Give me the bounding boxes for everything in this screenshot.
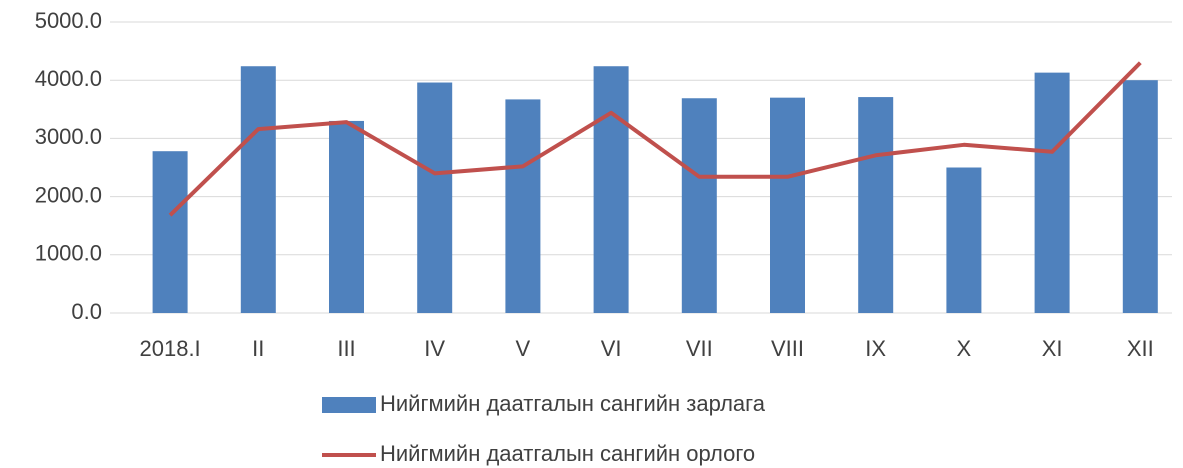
y-tick-label: 1000.0 bbox=[35, 241, 102, 266]
x-tick-label: III bbox=[337, 336, 355, 361]
bar bbox=[152, 151, 188, 313]
bar bbox=[505, 99, 541, 313]
x-tick-label: VIII bbox=[771, 336, 804, 361]
bar bbox=[593, 66, 629, 314]
bar bbox=[240, 66, 276, 314]
x-tick-label: XII bbox=[1127, 336, 1154, 361]
y-tick-label: 5000.0 bbox=[35, 8, 102, 33]
bar bbox=[858, 97, 894, 313]
x-tick-label: IV bbox=[424, 336, 445, 361]
bar bbox=[329, 120, 364, 313]
legend-swatch bbox=[322, 397, 376, 413]
line bbox=[168, 61, 1142, 217]
y-tick-label: 2000.0 bbox=[35, 182, 102, 207]
x-tick-label: VI bbox=[601, 336, 622, 361]
x-tick-label: X bbox=[957, 336, 972, 361]
bar bbox=[770, 97, 805, 313]
bar bbox=[681, 98, 717, 313]
y-tick-label: 4000.0 bbox=[35, 66, 102, 91]
x-tick-label: 2018.I bbox=[140, 336, 201, 361]
x-tick-label: IX bbox=[865, 336, 886, 361]
bar bbox=[1122, 80, 1158, 313]
bar bbox=[946, 167, 982, 313]
legend-label: Нийгмийн даатгалын сангийн зарлага bbox=[380, 391, 766, 416]
bar bbox=[1034, 72, 1070, 313]
x-tick-label: XI bbox=[1042, 336, 1063, 361]
y-tick-label: 3000.0 bbox=[35, 124, 102, 149]
x-tick-label: II bbox=[252, 336, 264, 361]
y-tick-label: 0.0 bbox=[71, 299, 102, 324]
bar bbox=[417, 82, 453, 313]
x-tick-label: VII bbox=[686, 336, 713, 361]
x-tick-label: V bbox=[516, 336, 531, 361]
legend-label: Нийгмийн даатгалын сангийн орлого bbox=[380, 441, 755, 466]
